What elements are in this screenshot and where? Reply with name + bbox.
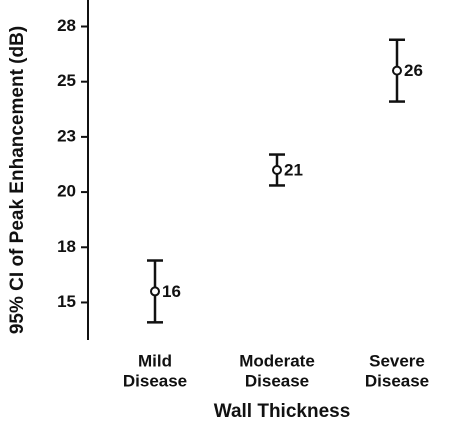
y-axis-title: 95% CI of Peak Enhancement (dB) [7, 26, 28, 334]
x-tick-label: Severe [369, 351, 425, 370]
y-tick-label: 15 [57, 292, 76, 311]
y-tick-label: 23 [57, 126, 76, 145]
y-tick-label: 18 [57, 237, 76, 256]
point [272, 165, 282, 175]
value-label: 21 [284, 160, 303, 179]
x-tick-label: Moderate [239, 351, 315, 370]
point [392, 65, 402, 76]
value-label: 16 [162, 282, 181, 301]
x-tick-label: Disease [365, 371, 429, 390]
x-tick-label: Disease [245, 371, 309, 390]
y-tick-label: 20 [57, 182, 76, 201]
value-label: 26 [404, 61, 423, 80]
point [150, 286, 160, 297]
y-tick-label: 28 [57, 16, 76, 35]
y-tick-label: 25 [57, 71, 76, 90]
x-tick-label: Mild [138, 351, 172, 370]
x-tick-label: Disease [123, 371, 187, 390]
x-axis-title: Wall Thickness [214, 401, 351, 422]
